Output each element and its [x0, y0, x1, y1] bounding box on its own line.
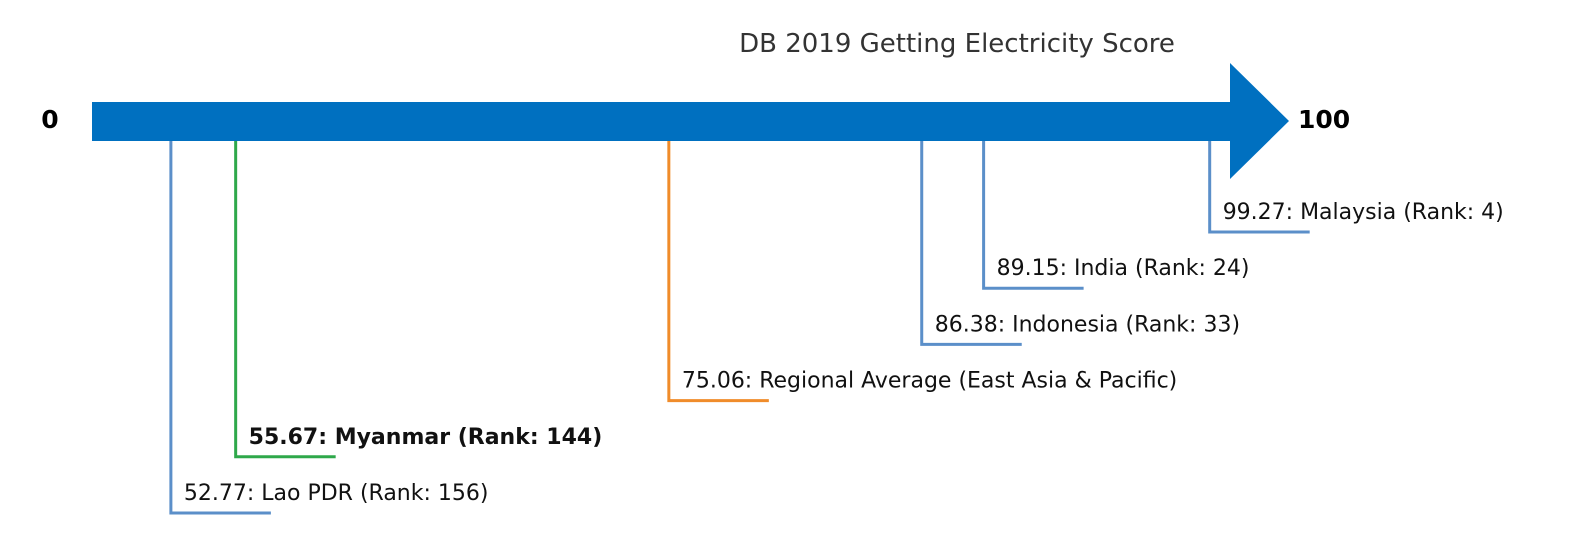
marker-label-indonesia: 86.38: Indonesia (Rank: 33) — [935, 312, 1240, 337]
marker-line-indonesia — [920, 141, 1022, 346]
marker-line-myanmar — [234, 141, 336, 459]
score-markers: 99.27: Malaysia (Rank: 4) 89.15: India (R… — [169, 141, 1504, 515]
marker-label-regional-average: 75.06: Regional Average (East Asia & Pac… — [682, 369, 1177, 394]
marker-line-lao-pdr — [169, 141, 271, 515]
marker-label-myanmar: 55.67: Myanmar (Rank: 144) — [249, 425, 603, 450]
axis-max-label: 100 — [1298, 105, 1350, 134]
axis-min-label: 0 — [41, 105, 58, 134]
chart-title: DB 2019 Getting Electricity Score — [739, 29, 1175, 59]
score-axis-arrow — [92, 63, 1289, 179]
marker-line-regional-average — [667, 141, 769, 403]
marker-line-india — [982, 141, 1084, 290]
marker-label-lao-pdr: 52.77: Lao PDR (Rank: 156) — [184, 481, 489, 506]
marker-label-india: 89.15: India (Rank: 24) — [997, 256, 1250, 281]
marker-label-malaysia: 99.27: Malaysia (Rank: 4) — [1223, 200, 1504, 225]
marker-line-malaysia — [1208, 141, 1310, 234]
